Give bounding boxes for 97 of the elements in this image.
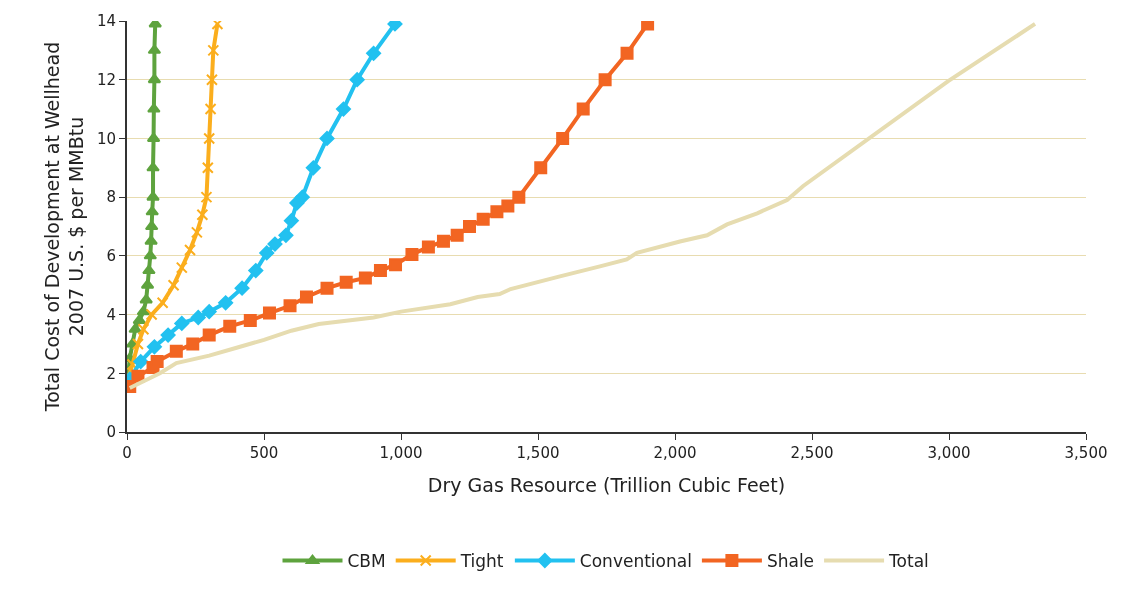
x-tick-label: 500 — [249, 444, 279, 462]
y-axis-title: Total Cost of Development at Wellhead 2007 U.S. $ per MMBtu — [40, 41, 88, 413]
x-tick-label: 2,500 — [790, 444, 834, 462]
point — [156, 296, 169, 309]
point — [204, 103, 217, 116]
point — [305, 160, 321, 176]
point — [349, 72, 365, 88]
point — [144, 235, 158, 245]
point — [512, 190, 526, 204]
point — [131, 337, 144, 350]
point — [203, 132, 216, 145]
x-tick-label: 3,000 — [927, 444, 971, 462]
point — [160, 327, 176, 343]
point — [196, 208, 209, 221]
point — [534, 161, 548, 175]
point — [147, 103, 161, 113]
point — [218, 295, 234, 311]
point — [186, 337, 200, 351]
point — [576, 102, 590, 116]
point — [169, 344, 183, 358]
point — [259, 245, 275, 261]
point — [319, 130, 335, 146]
point — [146, 191, 160, 201]
legend-label: Conventional — [579, 551, 692, 572]
y-tick-label: 8 — [106, 188, 116, 207]
y-tick-label: 0 — [106, 423, 116, 442]
point — [139, 293, 153, 304]
point — [436, 234, 450, 248]
point — [490, 205, 504, 219]
x-tick-label: 2,000 — [653, 444, 697, 462]
point — [145, 308, 158, 321]
point — [463, 220, 476, 233]
point — [294, 189, 310, 205]
point — [243, 313, 257, 327]
x-tick-label: 0 — [122, 444, 132, 462]
point — [200, 191, 213, 204]
point — [146, 161, 160, 172]
y-tick-label: 2 — [106, 364, 116, 383]
y-tick-label: 12 — [96, 70, 116, 89]
point — [133, 354, 149, 370]
point — [167, 279, 180, 292]
point — [366, 45, 382, 61]
point — [283, 213, 299, 229]
point — [190, 310, 206, 326]
y-tick-label: 10 — [96, 129, 116, 148]
point — [335, 101, 351, 117]
point — [145, 205, 159, 216]
legend-label: Tight — [459, 551, 504, 572]
point — [137, 323, 150, 336]
point — [267, 236, 283, 252]
point — [299, 290, 313, 304]
point — [174, 315, 190, 331]
point — [128, 323, 142, 333]
point — [620, 46, 634, 60]
point — [283, 299, 297, 313]
y-tick-label: 4 — [106, 305, 116, 324]
point — [598, 73, 612, 87]
point — [373, 264, 387, 278]
point — [476, 212, 490, 226]
point — [205, 73, 218, 86]
point — [136, 305, 151, 316]
point — [501, 199, 515, 213]
point — [278, 227, 294, 243]
point — [320, 281, 334, 295]
point — [389, 258, 403, 272]
point — [262, 306, 276, 320]
point — [450, 228, 464, 242]
point — [248, 263, 264, 279]
point — [201, 161, 214, 174]
point — [175, 261, 188, 274]
point — [207, 44, 220, 57]
point — [202, 328, 216, 342]
point — [147, 73, 162, 84]
point — [421, 240, 435, 254]
point — [234, 280, 250, 296]
point — [339, 275, 353, 289]
x-tick-label: 3,500 — [1064, 444, 1108, 462]
point — [146, 339, 162, 355]
point — [190, 226, 203, 239]
point — [142, 264, 156, 275]
y-tick-label: 6 — [106, 247, 116, 266]
point — [150, 355, 164, 369]
point — [556, 131, 570, 145]
y-tick-label: 14 — [96, 12, 116, 31]
point — [405, 247, 419, 261]
point — [131, 369, 145, 383]
legend-label: Shale — [766, 551, 815, 572]
point — [201, 304, 217, 320]
point — [143, 249, 158, 260]
point — [184, 243, 197, 256]
legend-label: CBM — [347, 551, 386, 572]
x-axis-title: Dry Gas Resource (Trillion Cubic Feet) — [427, 474, 786, 497]
x-tick-label: 1,000 — [379, 444, 423, 462]
point — [223, 319, 237, 333]
point — [358, 271, 372, 285]
x-tick-label: 1,500 — [516, 444, 560, 462]
legend-label: Total — [888, 551, 929, 572]
